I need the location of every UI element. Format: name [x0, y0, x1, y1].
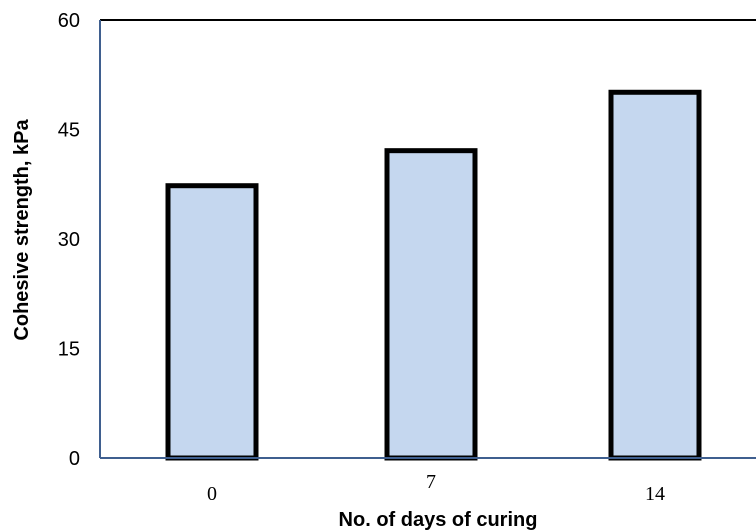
bar	[384, 148, 478, 461]
x-tick-labels: 0 7 14	[207, 471, 665, 505]
x-tick-label: 0	[207, 483, 217, 505]
y-tick-label: 0	[69, 448, 80, 470]
bar	[608, 89, 702, 461]
x-tick-label: 7	[426, 471, 436, 493]
y-tick-label: 30	[58, 229, 80, 251]
x-tick-label: 14	[645, 483, 665, 505]
bar	[165, 183, 259, 461]
x-axis-title: No. of days of curing	[339, 509, 538, 531]
y-tick-label: 45	[58, 120, 80, 142]
y-axis-title: Cohesive strength, kPa	[11, 119, 33, 341]
y-tick-labels: 0 15 30 45 60	[58, 10, 80, 470]
y-tick-label: 15	[58, 339, 80, 361]
y-tick-label: 60	[58, 10, 80, 32]
bars-group	[165, 89, 702, 461]
